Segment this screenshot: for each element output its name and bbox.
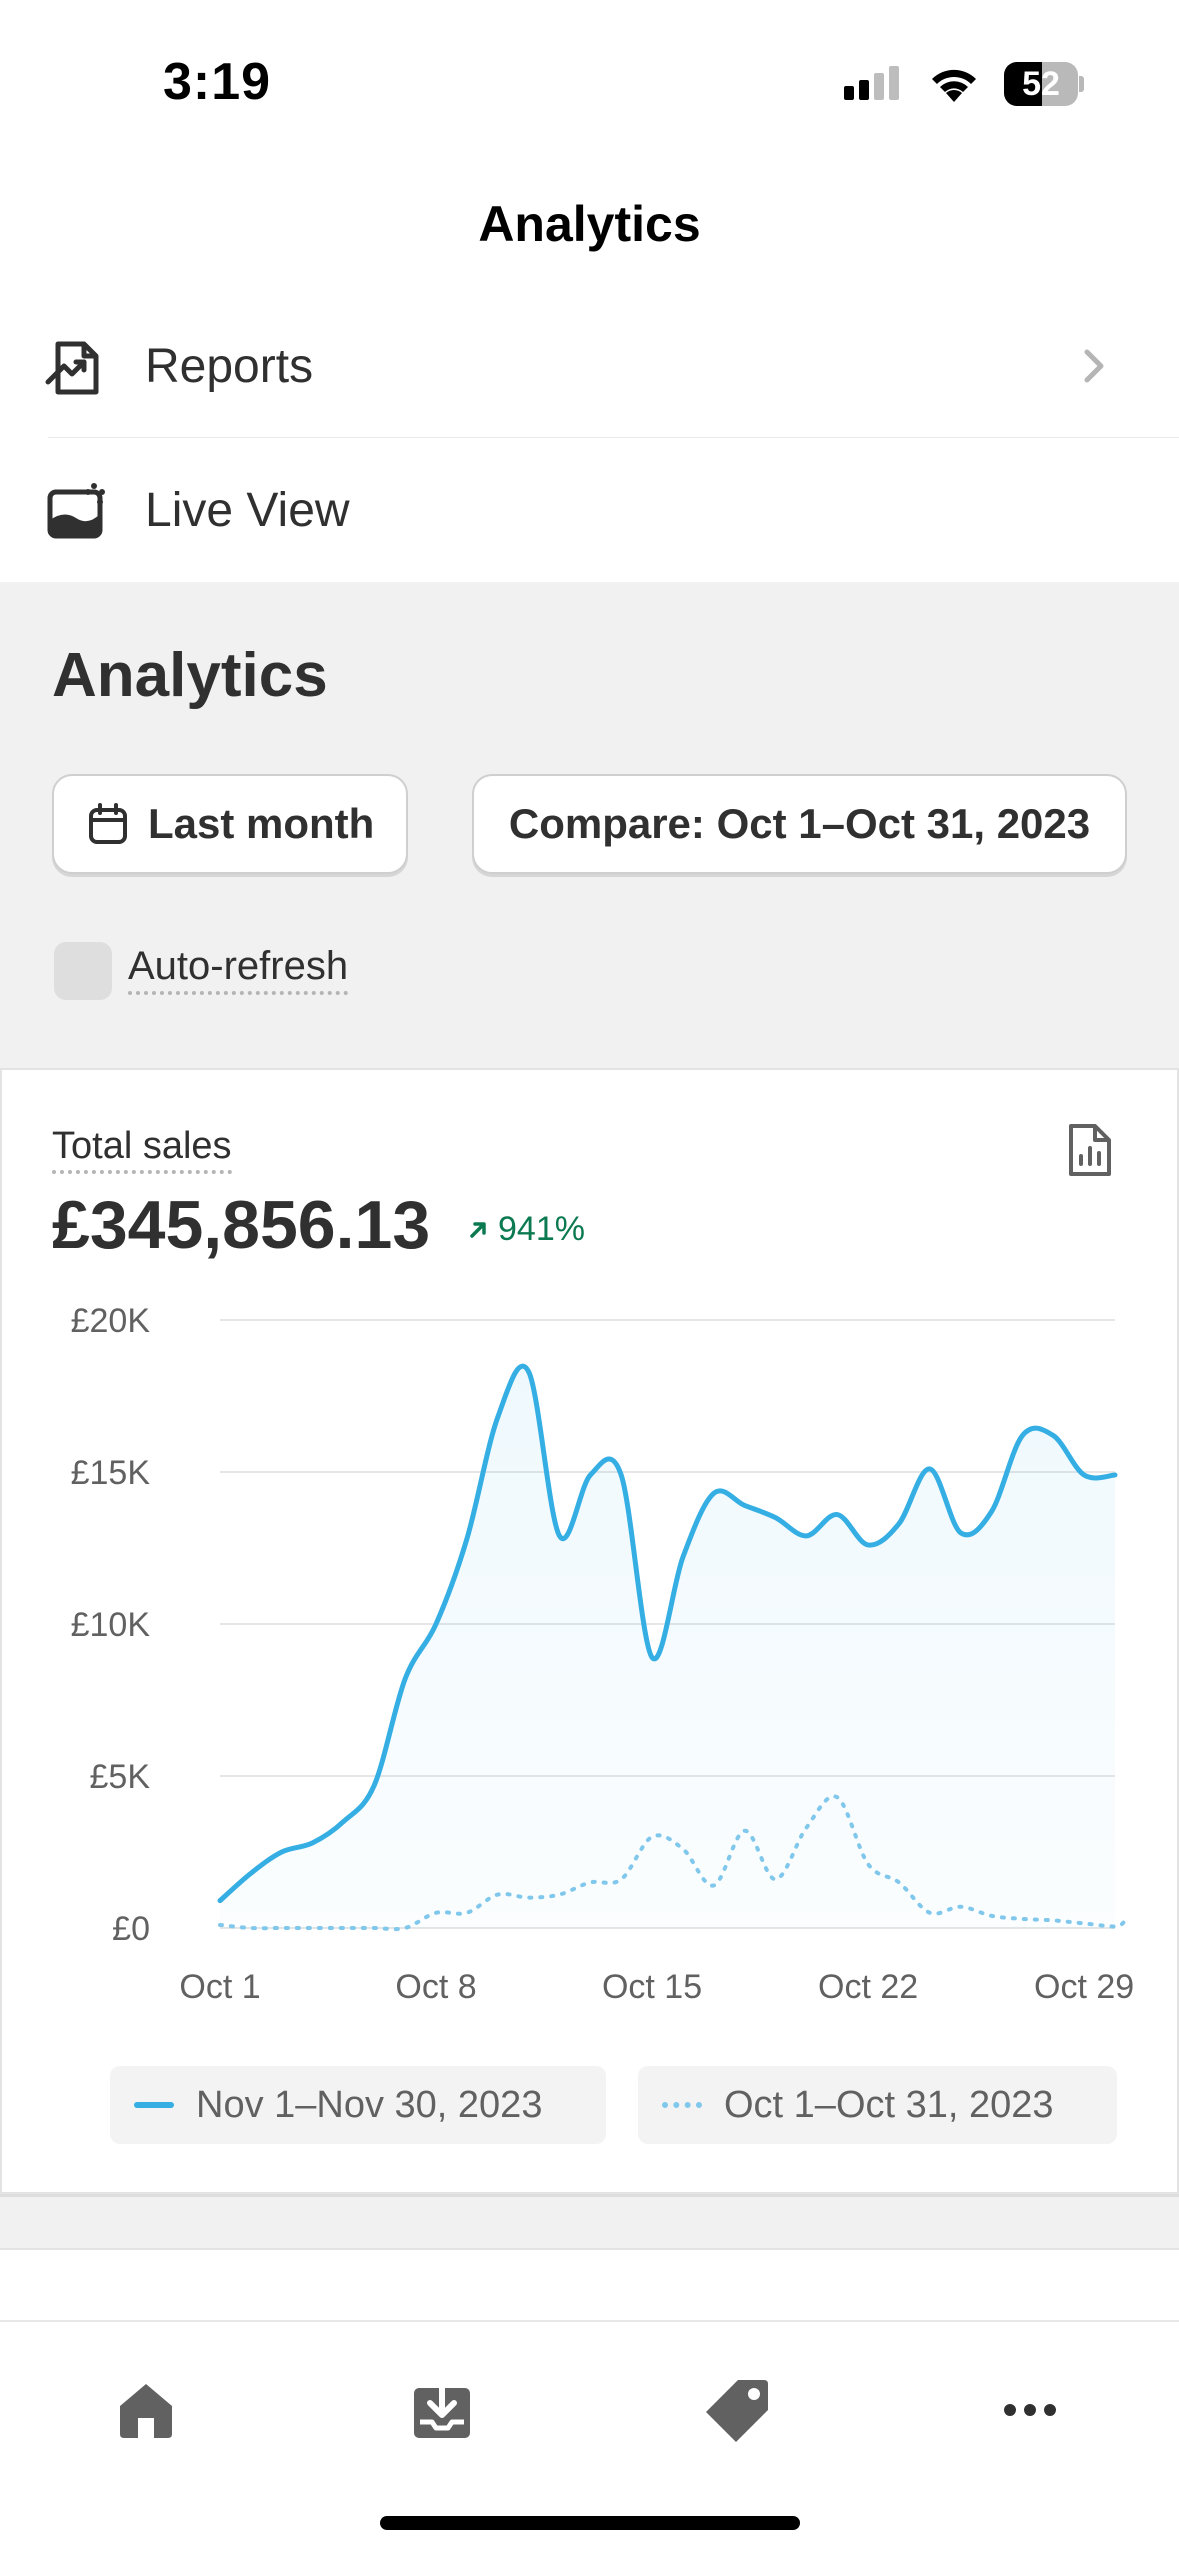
compare-button[interactable]: Compare: Oct 1–Oct 31, 2023 <box>472 774 1127 874</box>
arrow-up-right-icon <box>470 1221 486 1238</box>
menu-item-reports[interactable]: Reports <box>0 294 1179 438</box>
status-icons: 52 <box>844 62 1084 106</box>
battery-percentage: 52 <box>1022 65 1060 103</box>
sales-delta-value: 941% <box>498 1210 585 1248</box>
legend-swatch-dotted <box>662 2102 702 2108</box>
x-tick-label: Oct 8 <box>395 1968 476 2006</box>
legend-previous-label: Oct 1–Oct 31, 2023 <box>724 2083 1054 2126</box>
more-icon[interactable] <box>994 2374 1066 2446</box>
series-line-current <box>217 1363 1118 1904</box>
auto-refresh-label[interactable]: Auto-refresh <box>128 944 349 995</box>
x-tick-label: Oct 29 <box>1034 1968 1134 2006</box>
menu-item-label: Reports <box>145 339 314 393</box>
legend-swatch-solid <box>134 2102 174 2108</box>
legend-current-label: Nov 1–Nov 30, 2023 <box>196 2083 543 2126</box>
report-document-icon[interactable] <box>1063 1122 1115 1178</box>
compare-label: Compare: Oct 1–Oct 31, 2023 <box>508 800 1091 847</box>
sales-line-chart: £20K £15K £10K £5K £0 Oct 1 Oct 8 Oct 15 Oct 22 O… <box>71 1302 1135 2006</box>
date-range-label: Last month <box>148 800 375 847</box>
home-indicator <box>380 2516 800 2530</box>
x-tick-label: Oct 22 <box>818 1968 918 2006</box>
menu-item-label: Live View <box>145 483 350 537</box>
legend-current[interactable]: Nov 1–Nov 30, 2023 <box>110 2066 606 2144</box>
x-tick-label: Oct 1 <box>179 1968 260 2006</box>
wifi-icon <box>932 69 976 102</box>
report-chart-icon <box>45 341 99 395</box>
battery-icon: 52 <box>1004 62 1084 106</box>
status-time: 3:19 <box>163 53 272 111</box>
page-title: Analytics <box>478 196 701 252</box>
legend-previous[interactable]: Oct 1–Oct 31, 2023 <box>638 2066 1117 2144</box>
product-tag-icon[interactable] <box>702 2374 774 2446</box>
cellular-signal-icon <box>844 66 899 100</box>
next-card <box>0 2248 1179 2328</box>
menu-item-live-view[interactable]: Live View <box>0 438 1179 582</box>
y-tick-label: £10K <box>71 1606 151 1644</box>
date-range-button[interactable]: Last month <box>52 774 408 874</box>
y-tick-label: £20K <box>71 1302 151 1340</box>
orders-inbox-icon[interactable] <box>406 2374 478 2446</box>
card-title[interactable]: Total sales <box>52 1125 232 1174</box>
y-tick-label: £15K <box>71 1454 151 1492</box>
x-tick-label: Oct 15 <box>602 1968 702 2006</box>
home-icon[interactable] <box>110 2374 182 2446</box>
calendar-icon <box>89 803 127 844</box>
total-sales-value: £345,856.13 <box>52 1187 431 1263</box>
y-tick-label: £5K <box>90 1758 151 1796</box>
chevron-right-icon <box>1084 349 1104 383</box>
series-line-previous <box>218 1794 1127 1932</box>
live-view-icon <box>47 483 105 539</box>
status-bar: 3:19 52 <box>0 0 1179 170</box>
sales-delta: 941% <box>466 1210 585 1249</box>
series-area <box>220 1366 1115 1928</box>
auto-refresh-checkbox[interactable] <box>54 942 112 1000</box>
section-heading: Analytics <box>52 641 328 710</box>
y-tick-label: £0 <box>112 1910 150 1948</box>
